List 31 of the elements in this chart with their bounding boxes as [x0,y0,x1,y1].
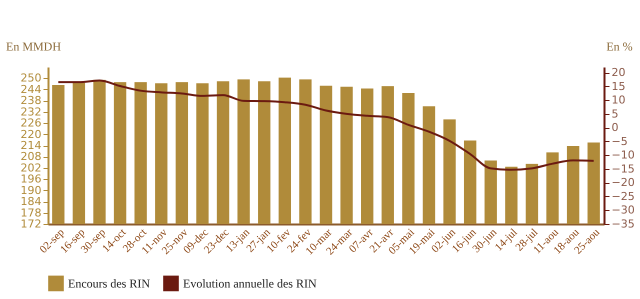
legend-label: Encours des RIN [68,276,150,290]
y-tick-label: 244 [20,82,42,96]
y2-tick-label: −20 [612,176,635,190]
y-tick-label: 250 [20,72,42,85]
y-tick-label: 190 [20,184,42,197]
y-tick-label: 232 [20,105,42,118]
y2-tick-label: 5 [612,107,618,120]
y-tick-label: 208 [20,150,42,164]
y-tick-label: 172 [20,218,42,230]
y-tick-label: 214 [20,139,42,152]
y2-tick-label: 10 [612,94,626,107]
y2-tick-label: −15 [612,162,635,176]
y-tick-label: 196 [20,172,42,186]
legend-label: Evolution annuelle des RIN [183,276,317,290]
y-tick-label: 202 [20,161,42,174]
y2-tick-label: 20 [612,66,626,80]
y2-tick-label: −25 [612,190,635,203]
y2-axis-title: En % [606,40,633,54]
y2-tick-label: −10 [612,148,635,162]
y2-tick-label: 15 [612,80,626,93]
y-axis-title: En MMDH [6,40,62,54]
y-tick-label: 184 [20,195,42,208]
y2-tick-label: −30 [612,204,635,217]
y2-tick-label: 0 [612,121,618,134]
y-tick-label: 220 [20,128,42,141]
y-tick-label: 226 [20,116,42,130]
y-tick-label: 238 [20,94,42,108]
line-series [57,79,595,171]
y2-tick-label: −35 [612,218,635,230]
y2-tick-label: −5 [612,134,628,148]
y-tick-label: 178 [20,206,42,220]
